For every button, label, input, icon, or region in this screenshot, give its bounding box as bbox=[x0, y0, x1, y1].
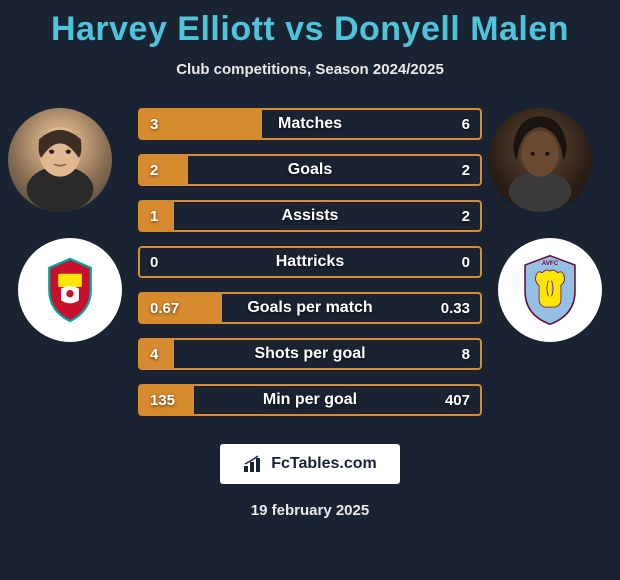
stat-value-right: 2 bbox=[462, 162, 470, 179]
page-subtitle: Club competitions, Season 2024/2025 bbox=[0, 61, 620, 78]
stat-value-right: 2 bbox=[462, 208, 470, 225]
stat-row: 3Matches6 bbox=[138, 108, 482, 140]
stat-label: Goals per match bbox=[140, 299, 480, 317]
footer-brand-text: FcTables.com bbox=[271, 455, 377, 473]
club-left-badge bbox=[18, 238, 122, 342]
fctables-logo-icon bbox=[243, 455, 265, 473]
stat-label: Goals bbox=[140, 161, 480, 179]
stat-label: Shots per goal bbox=[140, 345, 480, 363]
stat-row: 1Assists2 bbox=[138, 200, 482, 232]
stat-value-right: 0.33 bbox=[441, 300, 470, 317]
svg-text:AVFC: AVFC bbox=[542, 260, 559, 267]
stat-value-right: 0 bbox=[462, 254, 470, 271]
club-right-badge: AVFC bbox=[498, 238, 602, 342]
stat-value-right: 407 bbox=[445, 392, 470, 409]
stat-label: Hattricks bbox=[140, 253, 480, 271]
stat-label: Matches bbox=[140, 115, 480, 133]
comparison-content: AVFC 3Matches62Goals21Assists20Hattricks… bbox=[0, 108, 620, 416]
stat-label: Assists bbox=[140, 207, 480, 225]
stat-value-right: 8 bbox=[462, 346, 470, 363]
footer-date: 19 february 2025 bbox=[0, 502, 620, 519]
stat-label: Min per goal bbox=[140, 391, 480, 409]
stat-row: 0Hattricks0 bbox=[138, 246, 482, 278]
stat-value-right: 6 bbox=[462, 116, 470, 133]
player-right-avatar bbox=[488, 108, 592, 212]
stat-row: 0.67Goals per match0.33 bbox=[138, 292, 482, 324]
page-title: Harvey Elliott vs Donyell Malen bbox=[0, 0, 620, 49]
stat-row: 2Goals2 bbox=[138, 154, 482, 186]
player-left-avatar bbox=[8, 108, 112, 212]
stat-row: 135Min per goal407 bbox=[138, 384, 482, 416]
aston-villa-badge-icon: AVFC bbox=[511, 251, 589, 329]
liverpool-badge-icon bbox=[33, 253, 107, 327]
stats-bars: 3Matches62Goals21Assists20Hattricks00.67… bbox=[138, 108, 482, 416]
footer-brand: FcTables.com bbox=[220, 444, 400, 484]
stat-row: 4Shots per goal8 bbox=[138, 338, 482, 370]
